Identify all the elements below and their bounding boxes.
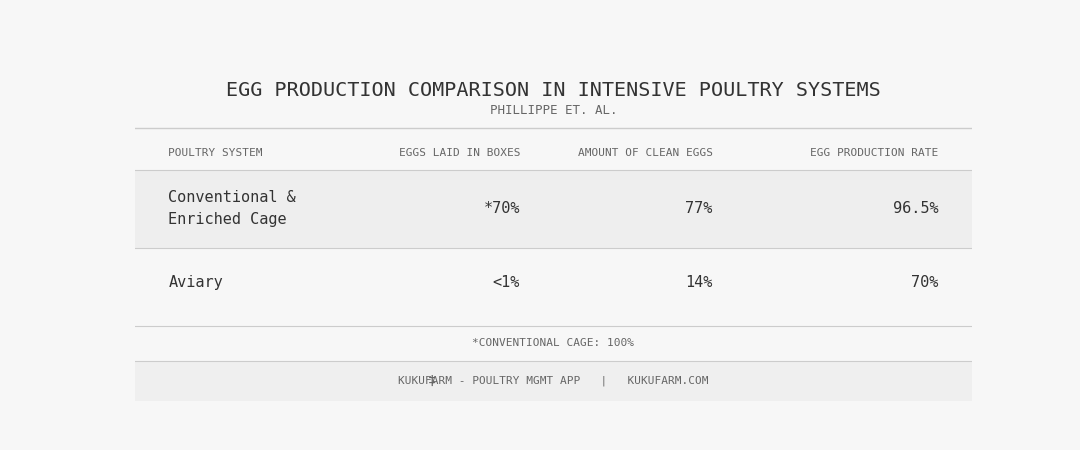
FancyBboxPatch shape	[135, 170, 972, 248]
Text: KUKUFARM - POULTRY MGMT APP   |   KUKUFARM.COM: KUKUFARM - POULTRY MGMT APP | KUKUFARM.C…	[399, 375, 708, 386]
Text: EGGS LAID IN BOXES: EGGS LAID IN BOXES	[399, 148, 521, 158]
Text: 96.5%: 96.5%	[893, 201, 939, 216]
Text: Conventional &
Enriched Cage: Conventional & Enriched Cage	[168, 189, 296, 227]
Text: 70%: 70%	[912, 275, 939, 290]
Text: *70%: *70%	[484, 201, 521, 216]
FancyBboxPatch shape	[135, 360, 972, 400]
Text: EGG PRODUCTION COMPARISON IN INTENSIVE POULTRY SYSTEMS: EGG PRODUCTION COMPARISON IN INTENSIVE P…	[226, 81, 881, 100]
Text: *CONVENTIONAL CAGE: 100%: *CONVENTIONAL CAGE: 100%	[473, 338, 635, 348]
Text: Aviary: Aviary	[168, 275, 224, 290]
Text: 14%: 14%	[685, 275, 713, 290]
Text: ‡: ‡	[428, 374, 436, 388]
Text: POULTRY SYSTEM: POULTRY SYSTEM	[168, 148, 264, 158]
Text: AMOUNT OF CLEAN EGGS: AMOUNT OF CLEAN EGGS	[578, 148, 713, 158]
Text: 77%: 77%	[685, 201, 713, 216]
Text: EGG PRODUCTION RATE: EGG PRODUCTION RATE	[810, 148, 939, 158]
Text: PHILLIPPE ET. AL.: PHILLIPPE ET. AL.	[489, 104, 618, 117]
Text: <1%: <1%	[492, 275, 521, 290]
